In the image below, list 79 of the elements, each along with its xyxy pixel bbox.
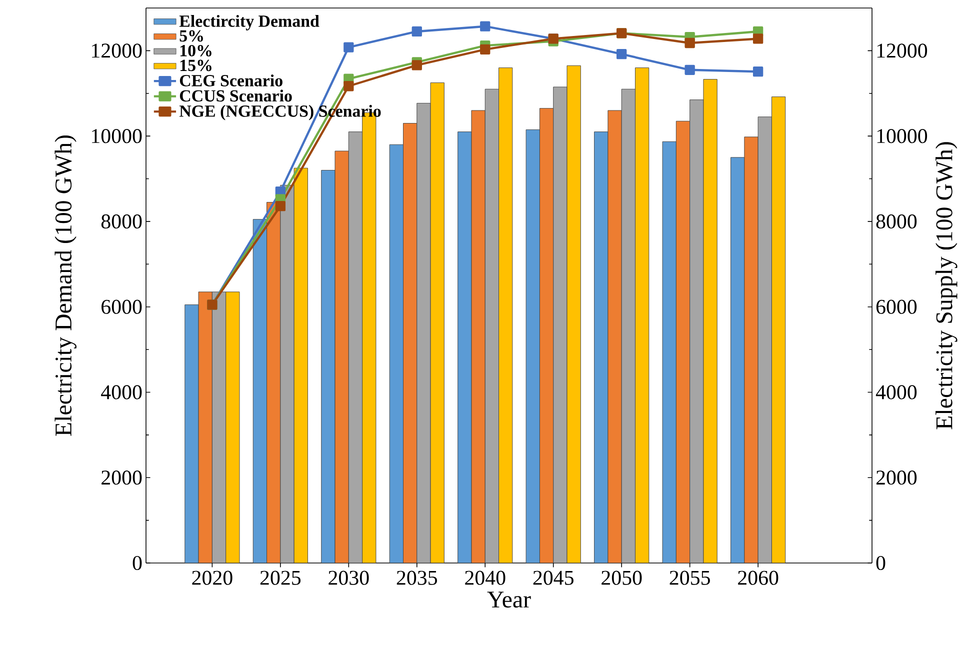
bar — [621, 88, 636, 563]
y-tick-label: 6000 — [102, 300, 142, 314]
y-tick-label: 8000 — [101, 214, 142, 229]
bar — [334, 150, 349, 563]
bar — [402, 123, 418, 563]
y-tick-label: 4000 — [101, 385, 142, 400]
x-tick-label: 2020 — [192, 570, 232, 585]
bar — [389, 144, 404, 563]
bar — [539, 108, 554, 563]
y-tick-label: 12000 — [92, 44, 142, 58]
point — [412, 26, 422, 37]
bar — [634, 68, 650, 563]
x-tick-label: 2060 — [738, 570, 778, 585]
y-tick-label: 10000 — [92, 129, 142, 144]
bar — [198, 292, 212, 563]
y2-tick-label: 10000 — [877, 129, 928, 144]
bar — [594, 132, 608, 563]
x-tick-label: 2055 — [670, 570, 710, 585]
bar — [471, 110, 486, 563]
y2-tick-label: 6000 — [876, 300, 917, 314]
point — [275, 201, 286, 212]
bar — [608, 110, 622, 563]
x-tick-label: 2045 — [533, 570, 574, 585]
point — [344, 81, 354, 92]
y-tick-label: 0 — [132, 556, 142, 570]
x-tick-label: 2040 — [465, 570, 506, 585]
bar — [730, 157, 745, 563]
y-axis-title: Electricity Demand (100 GWh) — [54, 135, 76, 436]
bar — [280, 184, 294, 563]
x-tick-label: 2030 — [328, 570, 369, 585]
point — [412, 60, 422, 70]
x-tick-label: 2035 — [396, 570, 437, 585]
bar — [662, 141, 676, 563]
y2-tick-label: 4000 — [876, 385, 917, 400]
bar — [484, 88, 500, 563]
bar — [321, 170, 336, 563]
bar — [226, 292, 240, 563]
bar — [744, 136, 758, 563]
bar — [771, 96, 786, 563]
bar — [416, 102, 431, 563]
point — [616, 49, 627, 60]
bar — [566, 65, 581, 563]
x-tick-label: 2050 — [602, 570, 642, 585]
bar — [553, 86, 568, 563]
bar — [348, 132, 363, 563]
bar — [430, 82, 444, 563]
legend-label: 5% — [180, 30, 203, 42]
point — [480, 21, 490, 32]
legend-label: 15% — [180, 60, 212, 72]
x-tick-label: 2025 — [260, 570, 301, 585]
bar — [758, 116, 772, 563]
bar — [526, 129, 540, 563]
y2-tick-label: 12000 — [877, 44, 928, 58]
bar — [212, 292, 226, 563]
legend-label: Electircity Demand — [179, 14, 320, 30]
y2-axis-title: Electricity Supply (100 GWh) — [936, 142, 958, 430]
point — [684, 64, 695, 75]
legend-label: 10% — [180, 44, 212, 56]
bar — [266, 202, 281, 563]
bar — [184, 304, 199, 563]
point — [684, 38, 695, 48]
y2-tick-label: 2000 — [876, 470, 917, 485]
bar — [676, 120, 690, 563]
legend-label: CCUS Scenario — [180, 90, 292, 102]
bar — [703, 79, 718, 563]
point — [752, 34, 764, 44]
bar — [690, 100, 704, 563]
bar — [458, 132, 472, 563]
y2-tick-label: 0 — [876, 556, 886, 570]
bar — [294, 168, 308, 563]
y-tick-label: 2000 — [102, 470, 142, 485]
bar — [498, 68, 513, 563]
point — [480, 44, 490, 54]
point — [344, 42, 354, 52]
y2-tick-label: 8000 — [876, 214, 917, 229]
point — [752, 66, 764, 77]
bar — [252, 219, 268, 563]
legend-label: CEG Scenario — [180, 74, 282, 86]
x-axis-title: Year — [487, 592, 531, 608]
